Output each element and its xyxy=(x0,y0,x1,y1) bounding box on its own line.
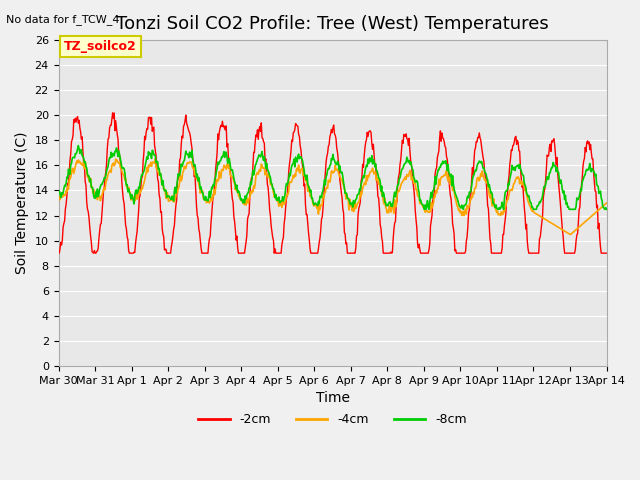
Legend: -2cm, -4cm, -8cm: -2cm, -4cm, -8cm xyxy=(193,408,472,432)
Y-axis label: Soil Temperature (C): Soil Temperature (C) xyxy=(15,132,29,274)
Text: No data for f_TCW_4: No data for f_TCW_4 xyxy=(6,14,120,25)
Title: Tonzi Soil CO2 Profile: Tree (West) Temperatures: Tonzi Soil CO2 Profile: Tree (West) Temp… xyxy=(116,15,549,33)
X-axis label: Time: Time xyxy=(316,391,349,405)
Text: TZ_soilco2: TZ_soilco2 xyxy=(64,40,137,53)
